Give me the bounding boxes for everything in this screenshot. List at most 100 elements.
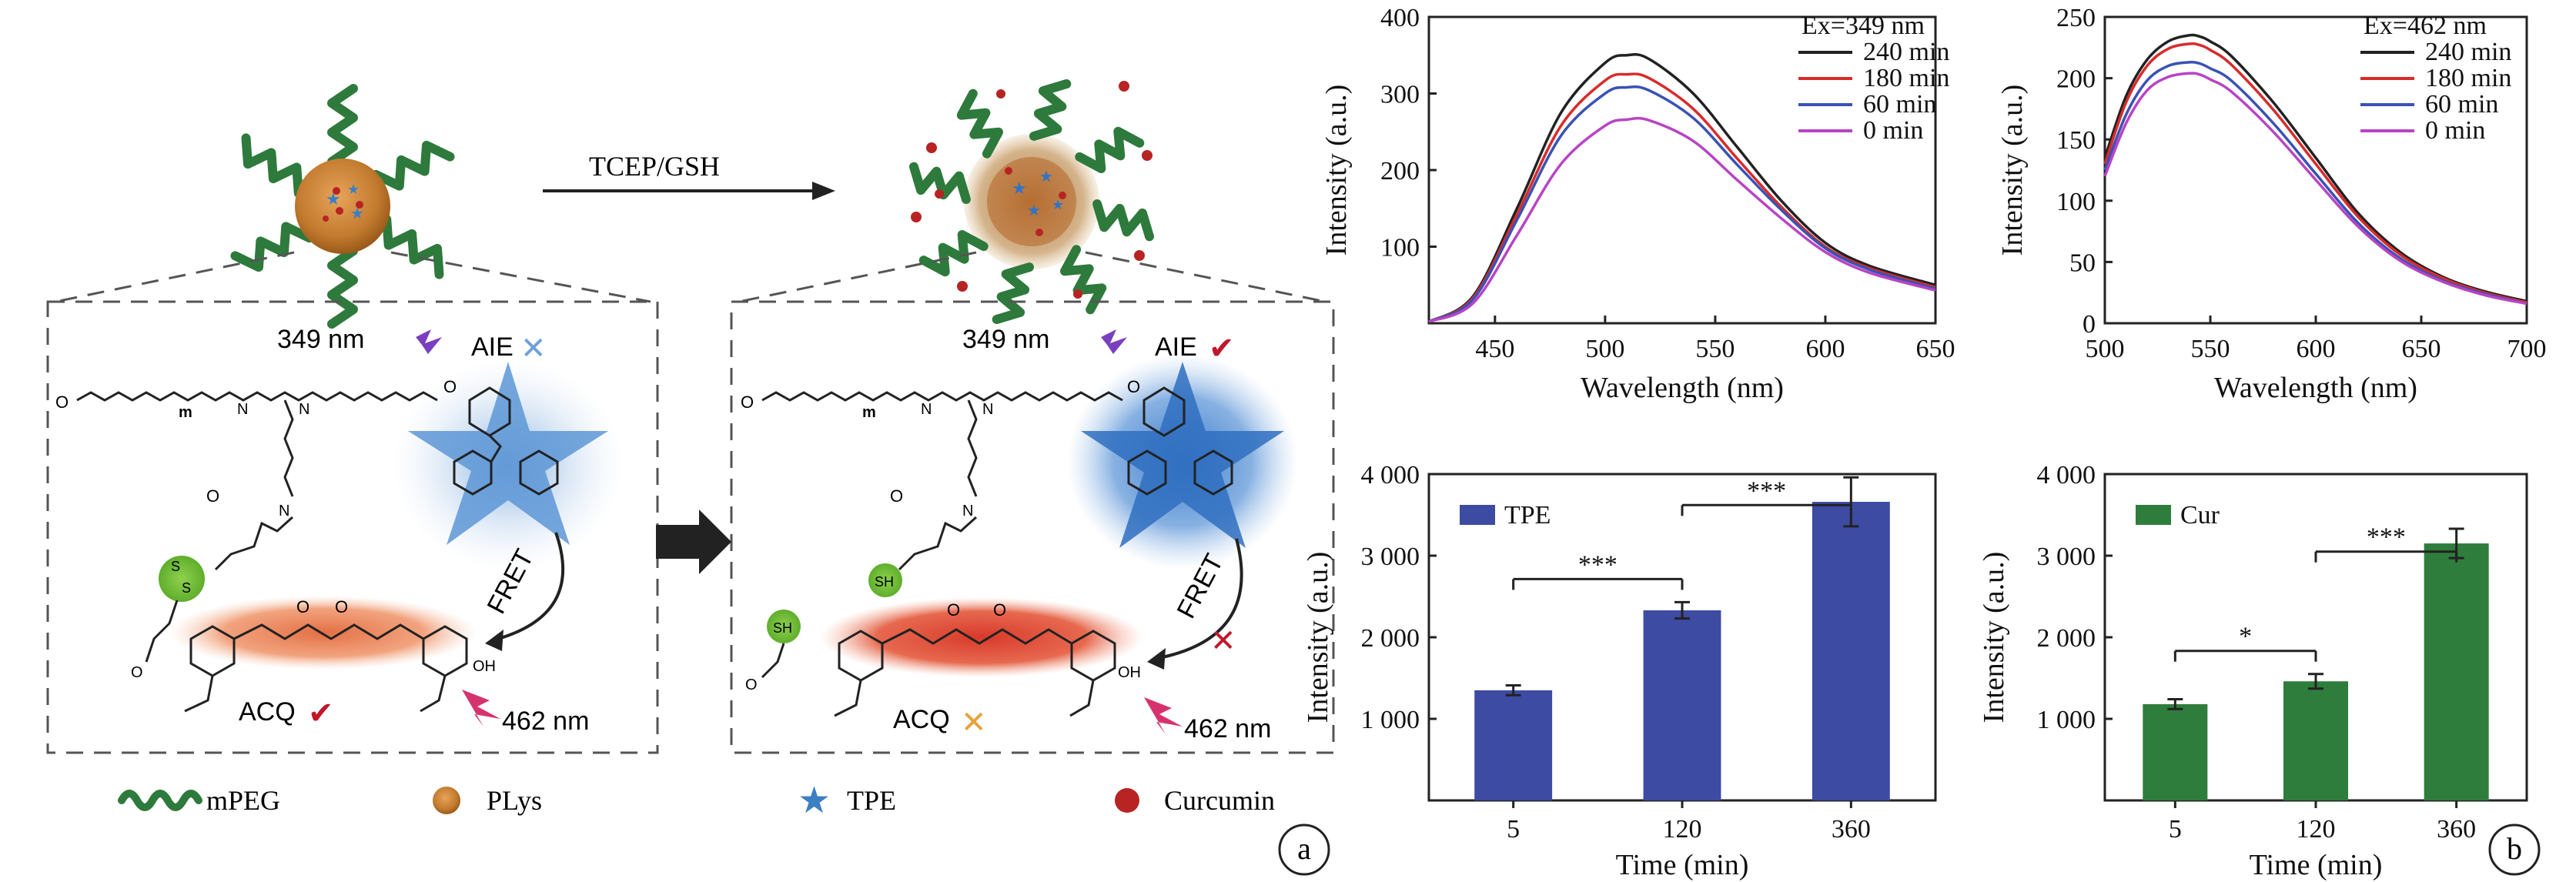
emission-label-right: 462 nm bbox=[1184, 714, 1271, 743]
excitation-label-left: 349 nm bbox=[277, 325, 364, 354]
peg-chain-icon bbox=[1075, 126, 1145, 173]
svg-text:S: S bbox=[182, 580, 191, 596]
legend-label: 180 min bbox=[1863, 64, 1949, 92]
orange-sphere-icon bbox=[433, 787, 460, 814]
x-tick-label: 120 bbox=[1663, 815, 1702, 844]
acq-label-right: ACQ bbox=[893, 705, 950, 734]
excitation-label-right: 349 nm bbox=[962, 325, 1049, 354]
red-dot-icon bbox=[1115, 788, 1139, 813]
y-tick-label: 1 000 bbox=[1361, 706, 1420, 734]
svg-text:N: N bbox=[237, 401, 248, 418]
m-subscript: m bbox=[862, 404, 876, 421]
svg-text:O: O bbox=[890, 486, 903, 506]
svg-text:★: ★ bbox=[1039, 169, 1053, 185]
chart-3: 1 000 2 000 3 000 4 000 5 120 360 *** *** TPE Time… bbox=[1302, 461, 1937, 881]
legend-label: PLys bbox=[487, 785, 542, 816]
y-tick-label: 3 000 bbox=[2037, 543, 2096, 571]
legend-item-plys: PLys bbox=[433, 785, 542, 816]
lightning-emission-icon bbox=[1144, 697, 1183, 734]
x-tick-label: 500 bbox=[1585, 335, 1624, 363]
x-tick-label: 360 bbox=[1832, 815, 1871, 844]
x-tick-label: 550 bbox=[1695, 335, 1735, 363]
peg-chain-icon bbox=[1060, 245, 1107, 315]
x-tick-label: 360 bbox=[2437, 815, 2476, 844]
x-tick-label: 500 bbox=[2086, 335, 2125, 363]
svg-text:O: O bbox=[993, 600, 1006, 620]
legend-label: 240 min bbox=[2425, 38, 2511, 66]
tpe-star-icon bbox=[1081, 362, 1284, 548]
legend-label: Cur bbox=[2180, 501, 2220, 530]
legend-label: 180 min bbox=[2425, 64, 2511, 92]
peg-chain-icon bbox=[956, 89, 1003, 159]
blue-star-icon: ★ bbox=[798, 780, 831, 821]
svg-text:O: O bbox=[947, 600, 960, 620]
legend-label: 240 min bbox=[1863, 38, 1949, 66]
x-tick-label: 600 bbox=[1805, 335, 1845, 363]
chart-1: 450 500 550 600 650 100 200 300 400 Ex=349 nm240 … bbox=[1320, 4, 1955, 404]
plys-core-icon bbox=[295, 159, 390, 254]
legend-label: mPEG bbox=[206, 785, 280, 816]
panel-a: ★ ★ ★ TCEP/GSH ★ ★ ★ ★ bbox=[46, 79, 1335, 876]
svg-text:S: S bbox=[171, 559, 180, 574]
significance-label: *** bbox=[1747, 476, 1786, 505]
y-axis-label: Intensity (a.u.) bbox=[1978, 552, 2010, 723]
svg-text:O: O bbox=[131, 664, 143, 681]
tpe-stars-in-core: ★ ★ ★ ★ bbox=[1012, 169, 1064, 219]
peg-chain-icon bbox=[327, 246, 358, 329]
micelle-disassembled: ★ ★ ★ ★ bbox=[909, 79, 1154, 324]
arrow-label: TCEP/GSH bbox=[589, 151, 720, 182]
acq-label-left: ACQ bbox=[239, 697, 296, 727]
significance-label: *** bbox=[1578, 550, 1618, 579]
disulfide-bond-icon bbox=[159, 556, 205, 602]
chart-2: 500 550 600 650 700 0 50 100 150 200 250 Ex=462 nm2… bbox=[1996, 4, 2547, 404]
aie-label-left: AIE bbox=[471, 332, 514, 362]
svg-text:O: O bbox=[296, 597, 309, 616]
bar bbox=[2143, 703, 2208, 800]
zoom-guides bbox=[55, 251, 1326, 303]
x-tick-label: 450 bbox=[1475, 335, 1514, 363]
peg-chain-icon bbox=[241, 133, 303, 199]
cross-mark-icon: ✕ bbox=[1210, 624, 1236, 658]
chart-annotation: Ex=349 nm bbox=[1802, 12, 1925, 40]
svg-text:N: N bbox=[921, 401, 932, 418]
series-line bbox=[2103, 72, 2527, 306]
y-tick-label: 400 bbox=[1380, 4, 1420, 32]
legend-label: 0 min bbox=[2425, 116, 2485, 145]
legend-swatch bbox=[2136, 505, 2171, 525]
y-tick-label: 2 000 bbox=[1361, 624, 1420, 653]
svg-text:★: ★ bbox=[350, 205, 364, 222]
aie-label-right: AIE bbox=[1155, 332, 1197, 362]
y-tick-label: 2 000 bbox=[2037, 624, 2096, 653]
svg-text:N: N bbox=[962, 503, 973, 520]
legend-item-tpe: ★ TPE bbox=[798, 780, 896, 821]
released-curcumin-dots bbox=[911, 81, 1153, 299]
svg-text:★: ★ bbox=[347, 182, 360, 197]
series-line bbox=[1428, 85, 1936, 323]
peg-chain-icon bbox=[371, 140, 455, 191]
bar bbox=[1812, 502, 1890, 800]
check-mark-icon: ✔ bbox=[1209, 332, 1235, 366]
m-subscript: m bbox=[179, 404, 192, 421]
series-line bbox=[1428, 116, 1936, 323]
peg-chain-icon bbox=[992, 262, 1034, 324]
x-tick-label: 5 bbox=[1507, 815, 1520, 844]
curcumin-glow-strong bbox=[820, 597, 1143, 677]
cross-mark-icon: ✕ bbox=[961, 706, 987, 740]
legend-label: 60 min bbox=[1863, 90, 1936, 119]
x-tick-label: 700 bbox=[2507, 335, 2547, 363]
peg-chain-icon bbox=[1092, 199, 1154, 242]
legend-label: TPE bbox=[847, 785, 896, 816]
y-axis-label: Intensity (a.u.) bbox=[1996, 85, 2029, 256]
peg-chain-icon bbox=[1029, 79, 1072, 141]
lightning-excitation-icon bbox=[416, 329, 442, 354]
svg-text:★: ★ bbox=[1027, 202, 1041, 219]
lightning-emission-icon bbox=[462, 690, 500, 727]
panel-label-a: a bbox=[1278, 824, 1330, 876]
svg-text:N: N bbox=[279, 503, 289, 520]
x-axis-label: Time (min) bbox=[2250, 849, 2383, 881]
series-line bbox=[1428, 53, 1936, 323]
y-axis-label: Intensity (a.u.) bbox=[1302, 552, 1334, 723]
significance-label: * bbox=[2239, 623, 2252, 651]
